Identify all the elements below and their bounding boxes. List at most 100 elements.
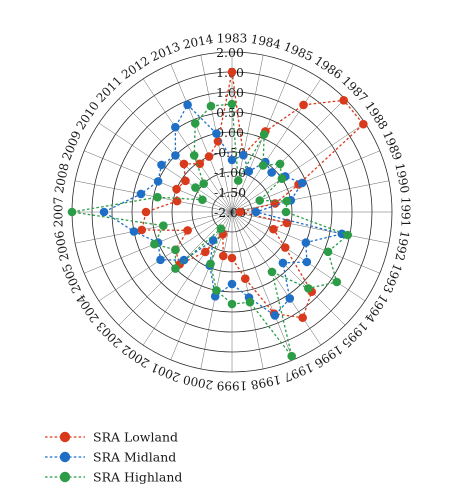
data-point bbox=[332, 277, 342, 287]
year-label: 1984 bbox=[250, 32, 283, 52]
data-point bbox=[137, 225, 147, 235]
data-point bbox=[298, 313, 307, 323]
grid-spoke bbox=[231, 122, 366, 213]
grid-spoke bbox=[98, 122, 233, 213]
data-point bbox=[204, 152, 214, 161]
legend-label: SRA Lowland bbox=[93, 430, 178, 445]
data-point bbox=[278, 258, 288, 268]
data-point bbox=[285, 294, 295, 303]
data-point bbox=[281, 207, 291, 217]
data-point bbox=[267, 267, 277, 277]
data-point bbox=[206, 101, 216, 111]
year-label: 2006 bbox=[52, 230, 72, 263]
series-line bbox=[71, 103, 349, 357]
radial-tick-label: -1.50 bbox=[214, 185, 246, 200]
data-point bbox=[239, 150, 248, 160]
data-point bbox=[183, 226, 192, 235]
year-label: 2009 bbox=[59, 129, 84, 163]
grid-spoke bbox=[75, 211, 233, 244]
grid-spoke bbox=[231, 211, 294, 360]
grid-spoke bbox=[231, 211, 264, 369]
legend-marker bbox=[59, 451, 71, 463]
legend-label: SRA Midland bbox=[93, 450, 176, 465]
data-point bbox=[212, 129, 221, 138]
data-point bbox=[235, 207, 245, 217]
data-point bbox=[183, 100, 192, 110]
data-point bbox=[171, 122, 180, 132]
radar-grid bbox=[71, 51, 393, 373]
radial-tick-label: 0.50 bbox=[216, 105, 244, 120]
year-label: 2014 bbox=[182, 32, 215, 52]
data-point bbox=[299, 100, 308, 110]
year-label: 2010 bbox=[73, 99, 102, 132]
data-point bbox=[171, 151, 180, 160]
data-point bbox=[302, 257, 312, 267]
year-label: 2013 bbox=[149, 39, 183, 64]
data-point bbox=[201, 247, 210, 257]
data-point bbox=[195, 159, 205, 169]
year-label: 1991 bbox=[399, 197, 413, 228]
series-layer bbox=[67, 67, 368, 361]
data-point bbox=[275, 159, 285, 169]
grid-spoke bbox=[231, 211, 346, 326]
year-label: 2001 bbox=[149, 360, 183, 385]
data-point bbox=[156, 255, 165, 265]
year-label: 1994 bbox=[362, 292, 391, 325]
year-label: 2007 bbox=[52, 197, 66, 228]
data-point bbox=[150, 239, 159, 249]
data-point bbox=[227, 279, 237, 289]
data-point bbox=[136, 189, 146, 199]
legend-marker bbox=[59, 471, 71, 483]
data-point bbox=[339, 95, 349, 105]
grid-spoke bbox=[142, 211, 233, 346]
data-point bbox=[301, 238, 311, 247]
data-point bbox=[67, 207, 77, 217]
year-label: 1985 bbox=[282, 39, 316, 64]
year-label: 1992 bbox=[392, 230, 412, 263]
data-point bbox=[216, 224, 226, 233]
data-point bbox=[172, 184, 181, 194]
year-label: 2002 bbox=[119, 342, 152, 371]
grid-spoke bbox=[231, 211, 322, 346]
grid-spoke bbox=[170, 64, 233, 213]
data-point bbox=[251, 207, 261, 217]
legend-item: SRA Highland bbox=[45, 470, 182, 485]
data-point bbox=[191, 183, 200, 192]
data-point bbox=[227, 253, 237, 263]
data-point bbox=[282, 196, 292, 206]
data-point bbox=[343, 230, 353, 240]
data-point bbox=[277, 174, 287, 183]
data-point bbox=[259, 130, 269, 139]
data-point bbox=[359, 119, 368, 129]
data-point bbox=[171, 245, 180, 255]
legend-item: SRA Lowland bbox=[45, 430, 178, 445]
year-label: 2008 bbox=[52, 162, 72, 195]
data-point bbox=[323, 247, 333, 257]
data-point bbox=[99, 207, 109, 217]
year-label: 1998 bbox=[250, 372, 283, 392]
year-label: 2004 bbox=[73, 292, 102, 325]
legend: SRA Lowland SRA Midland SRA Highland bbox=[45, 430, 182, 485]
data-point bbox=[179, 159, 189, 169]
data-point bbox=[244, 167, 254, 176]
data-point bbox=[227, 67, 237, 77]
data-point bbox=[227, 155, 237, 165]
year-label: 1999 bbox=[217, 379, 248, 393]
year-label: 2005 bbox=[59, 262, 84, 296]
data-point bbox=[304, 284, 313, 293]
data-point bbox=[267, 168, 276, 177]
data-point bbox=[198, 195, 207, 205]
year-label: 2012 bbox=[119, 53, 152, 82]
grid-spoke bbox=[231, 211, 389, 244]
data-point bbox=[159, 221, 168, 230]
legend-label: SRA Highland bbox=[93, 470, 182, 485]
radial-tick-label: -0.50 bbox=[214, 145, 246, 160]
year-label: 1986 bbox=[312, 53, 345, 82]
year-label: 1990 bbox=[392, 162, 412, 195]
data-point bbox=[129, 227, 139, 236]
data-point bbox=[269, 224, 278, 234]
grid-spoke bbox=[231, 180, 389, 213]
grid-spoke bbox=[98, 211, 233, 302]
grid-spoke bbox=[231, 78, 322, 213]
